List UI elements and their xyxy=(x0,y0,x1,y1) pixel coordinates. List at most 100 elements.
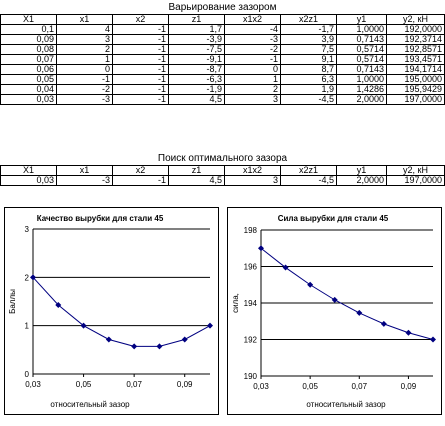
optimum-header-cell: x1x2 xyxy=(224,165,281,176)
variation-cell: -1 xyxy=(112,94,169,105)
variation-cell: 1,0000 xyxy=(336,24,387,35)
variation-cell: 3,9 xyxy=(280,34,337,45)
force-chart-plot: Сила вырубки для стали 45 190 192 194 196 198… xyxy=(231,214,436,409)
variation-header-cell: x2 xyxy=(112,14,169,25)
variation-cell: 0,5714 xyxy=(336,44,387,55)
variation-header-cell: x2z1 xyxy=(280,14,337,25)
data-point xyxy=(207,322,213,329)
variation-cell: 0,08 xyxy=(0,44,57,55)
quality-chart: Качество вырубки для стали 45 0 1 2 3 0,03 0,0… xyxy=(4,207,219,415)
optimum-header-cell: y2, кН xyxy=(386,165,445,176)
variation-cell: 192,8571 xyxy=(386,44,445,55)
variation-cell: 195,0000 xyxy=(386,74,445,85)
series-line xyxy=(32,276,211,347)
y-tick-label: 196 xyxy=(244,263,258,272)
variation-cell: -3 xyxy=(224,34,281,45)
x-tick-label: 0,09 xyxy=(177,380,193,389)
variation-row: 0,06 0 -1 -8,7 0 8,7 0,7143 194,1714 xyxy=(0,64,445,75)
variation-cell: -1 xyxy=(112,84,169,95)
variation-cell: 192,3714 xyxy=(386,34,445,45)
y-tick-label: 198 xyxy=(244,226,258,235)
variation-header-row: X1 x1 x2 z1 x1x2 x2z1 y1 y2, кН xyxy=(0,14,445,25)
variation-header-cell: X1 xyxy=(0,14,57,25)
variation-cell: -1 xyxy=(112,54,169,65)
data-point xyxy=(430,336,436,343)
variation-cell: 0 xyxy=(56,64,113,75)
optimum-header-cell: X1 xyxy=(0,165,57,176)
optimum-cell: 4,5 xyxy=(168,175,225,186)
variation-cell: 1,4286 xyxy=(336,84,387,95)
variation-cell: 0,06 xyxy=(0,64,57,75)
variation-cell: 1,7 xyxy=(168,24,225,35)
data-point xyxy=(356,309,363,316)
variation-cell: -1 xyxy=(224,54,281,65)
data-point xyxy=(181,336,188,343)
variation-row: 0,03 -3 -1 4,5 3 -4,5 2,0000 197,0000 xyxy=(0,94,445,105)
variation-cell: 0,7143 xyxy=(336,34,387,45)
variation-cell: 3 xyxy=(224,94,281,105)
series-line xyxy=(260,247,434,340)
optimum-header-cell: x1 xyxy=(56,165,113,176)
data-point xyxy=(380,320,387,327)
variation-row: 0,1 4 -1 1,7 -4 -1,7 1,0000 192,0000 xyxy=(0,24,445,35)
variation-cell: 6,3 xyxy=(280,74,337,85)
optimum-cell: 197,0000 xyxy=(386,175,445,186)
variation-cell: 7,5 xyxy=(280,44,337,55)
variation-cell: -2 xyxy=(56,84,113,95)
y-axis-label: сила, xyxy=(231,293,240,313)
data-point xyxy=(30,274,36,281)
chart-title: Сила вырубки для стали 45 xyxy=(278,214,389,223)
variation-cell: -1 xyxy=(56,74,113,85)
variation-cell: 4 xyxy=(56,24,113,35)
optimum-cell: 2,0000 xyxy=(336,175,387,186)
y-tick-label: 192 xyxy=(244,336,258,345)
data-point xyxy=(307,281,314,288)
chart-title: Качество вырубки для стали 45 xyxy=(37,214,164,223)
section-title-optimum: Поиск оптимального зазора xyxy=(157,153,288,164)
data-point xyxy=(282,264,289,271)
variation-cell: 2 xyxy=(224,84,281,95)
variation-cell: 1 xyxy=(56,54,113,65)
variation-cell: 195,9429 xyxy=(386,84,445,95)
section-title-variation: Варьирование зазором xyxy=(168,2,277,13)
data-point xyxy=(331,296,338,303)
variation-cell: 0,7143 xyxy=(336,64,387,75)
variation-header-cell: y2, кН xyxy=(386,14,445,25)
force-chart: Сила вырубки для стали 45 190 192 194 196 198… xyxy=(227,207,442,415)
optimum-header-cell: x2 xyxy=(112,165,169,176)
data-point xyxy=(156,343,163,350)
variation-cell: -3,9 xyxy=(168,34,225,45)
x-tick-label: 0,07 xyxy=(351,382,367,391)
optimum-header-cell: y1 xyxy=(336,165,387,176)
variation-cell: 0,07 xyxy=(0,54,57,65)
x-tick-label: 0,07 xyxy=(126,380,142,389)
variation-cell: -6,3 xyxy=(168,74,225,85)
variation-cell: 3 xyxy=(56,34,113,45)
variation-header-cell: x1 xyxy=(56,14,113,25)
data-point xyxy=(131,343,138,350)
quality-chart-plot: Качество вырубки для стали 45 0 1 2 3 0,03 0,0… xyxy=(8,214,213,409)
data-point xyxy=(258,245,264,252)
variation-cell: 0,5714 xyxy=(336,54,387,65)
x-tick-label: 0,03 xyxy=(25,380,41,389)
variation-cell: -1 xyxy=(112,44,169,55)
variation-cell: 197,0000 xyxy=(386,94,445,105)
variation-row: 0,04 -2 -1 -1,9 2 1,9 1,4286 195,9429 xyxy=(0,84,445,95)
variation-cell: 9,1 xyxy=(280,54,337,65)
variation-row: 0,07 1 -1 -9,1 -1 9,1 0,5714 193,4571 xyxy=(0,54,445,65)
variation-cell: 0,03 xyxy=(0,94,57,105)
data-point xyxy=(80,322,87,329)
optimum-header-row: X1 x1 x2 z1 x1x2 x2z1 y1 y2, кН xyxy=(0,165,445,176)
optimum-table: X1 x1 x2 z1 x1x2 x2z1 y1 y2, кН 0,03 -3 -1 4,5 3 -4,5… xyxy=(0,165,445,186)
y-tick-label: 3 xyxy=(25,225,30,234)
variation-cell: -7,5 xyxy=(168,44,225,55)
x-tick-label: 0,05 xyxy=(302,382,318,391)
y-tick-label: 0 xyxy=(25,370,30,379)
variation-cell: 4,5 xyxy=(168,94,225,105)
x-tick-label: 0,05 xyxy=(76,380,92,389)
x-tick-label: 0,09 xyxy=(401,382,417,391)
variation-cell: -1 xyxy=(112,24,169,35)
variation-cell: 0,1 xyxy=(0,24,57,35)
optimum-cell: -4,5 xyxy=(280,175,337,186)
variation-cell: 193,4571 xyxy=(386,54,445,65)
